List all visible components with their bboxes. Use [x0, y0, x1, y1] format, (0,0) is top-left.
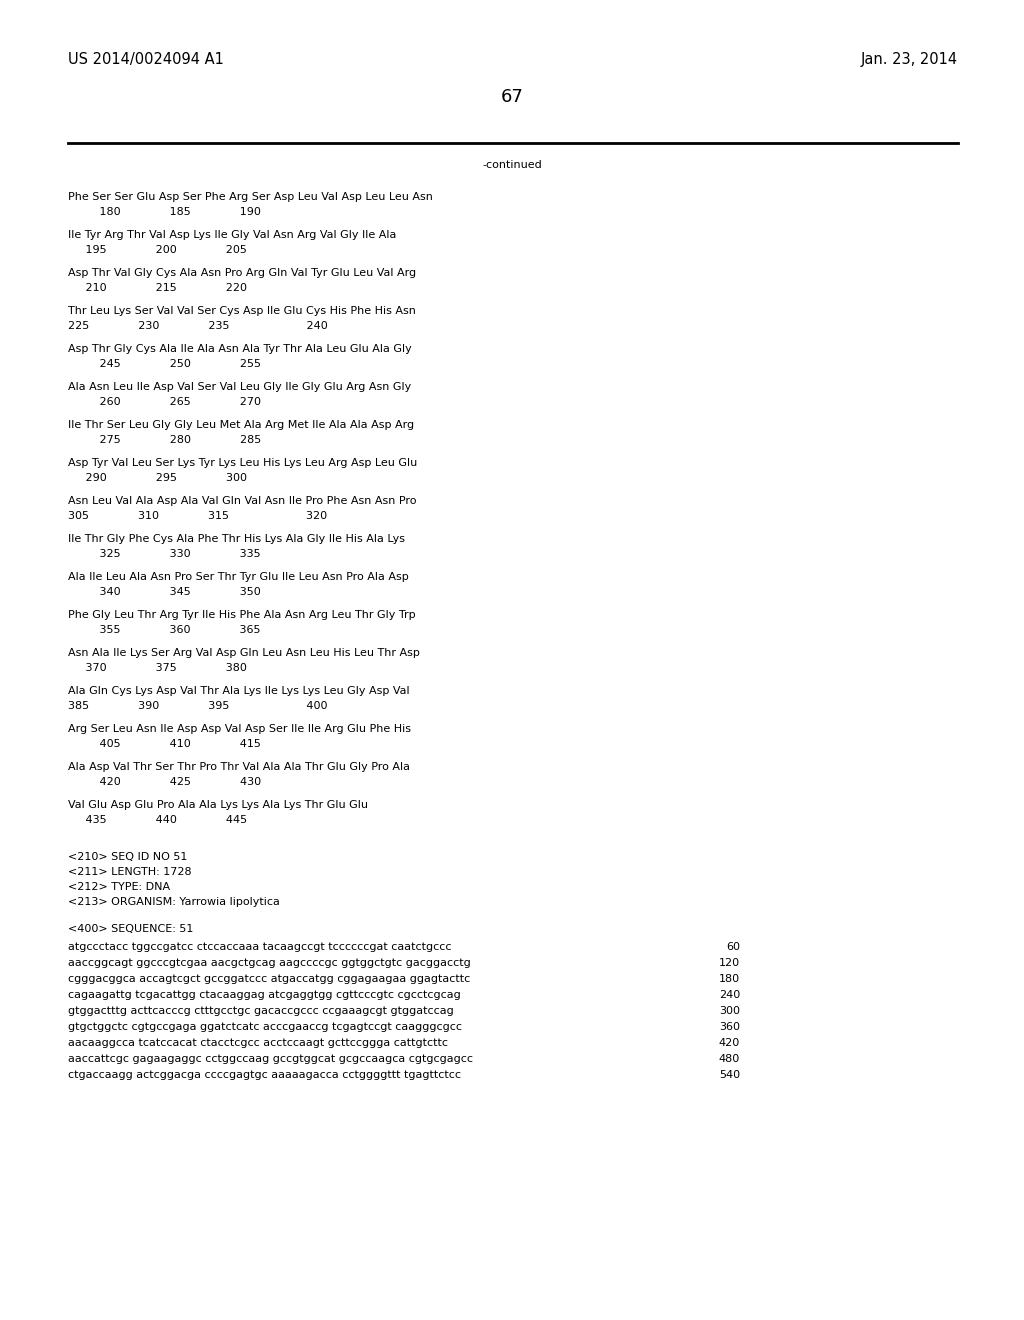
Text: US 2014/0024094 A1: US 2014/0024094 A1 [68, 51, 224, 67]
Text: -continued: -continued [482, 160, 542, 170]
Text: 225              230              235                      240: 225 230 235 240 [68, 321, 328, 331]
Text: cagaagattg tcgacattgg ctacaaggag atcgaggtgg cgttcccgtc cgcctcgcag: cagaagattg tcgacattgg ctacaaggag atcgagg… [68, 990, 461, 1001]
Text: 435              440              445: 435 440 445 [68, 814, 247, 825]
Text: Ile Tyr Arg Thr Val Asp Lys Ile Gly Val Asn Arg Val Gly Ile Ala: Ile Tyr Arg Thr Val Asp Lys Ile Gly Val … [68, 230, 396, 240]
Text: Phe Gly Leu Thr Arg Tyr Ile His Phe Ala Asn Arg Leu Thr Gly Trp: Phe Gly Leu Thr Arg Tyr Ile His Phe Ala … [68, 610, 416, 620]
Text: 210              215              220: 210 215 220 [68, 282, 247, 293]
Text: 540: 540 [719, 1071, 740, 1080]
Text: <210> SEQ ID NO 51: <210> SEQ ID NO 51 [68, 851, 187, 862]
Text: aaccattcgc gagaagaggc cctggccaag gccgtggcat gcgccaagca cgtgcgagcc: aaccattcgc gagaagaggc cctggccaag gccgtgg… [68, 1053, 473, 1064]
Text: 480: 480 [719, 1053, 740, 1064]
Text: Jan. 23, 2014: Jan. 23, 2014 [861, 51, 958, 67]
Text: Asp Tyr Val Leu Ser Lys Tyr Lys Leu His Lys Leu Arg Asp Leu Glu: Asp Tyr Val Leu Ser Lys Tyr Lys Leu His … [68, 458, 417, 469]
Text: <211> LENGTH: 1728: <211> LENGTH: 1728 [68, 867, 191, 876]
Text: gtggactttg acttcacccg ctttgcctgc gacaccgccc ccgaaagcgt gtggatccag: gtggactttg acttcacccg ctttgcctgc gacaccg… [68, 1006, 454, 1016]
Text: 195              200              205: 195 200 205 [68, 246, 247, 255]
Text: Ile Thr Ser Leu Gly Gly Leu Met Ala Arg Met Ile Ala Ala Asp Arg: Ile Thr Ser Leu Gly Gly Leu Met Ala Arg … [68, 420, 414, 430]
Text: Asn Leu Val Ala Asp Ala Val Gln Val Asn Ile Pro Phe Asn Asn Pro: Asn Leu Val Ala Asp Ala Val Gln Val Asn … [68, 496, 417, 506]
Text: 240: 240 [719, 990, 740, 1001]
Text: 67: 67 [501, 88, 523, 106]
Text: 305              310              315                      320: 305 310 315 320 [68, 511, 327, 521]
Text: 290              295              300: 290 295 300 [68, 473, 247, 483]
Text: <213> ORGANISM: Yarrowia lipolytica: <213> ORGANISM: Yarrowia lipolytica [68, 898, 280, 907]
Text: atgccctacc tggccgatcc ctccaccaaa tacaagccgt tccccccgat caatctgccc: atgccctacc tggccgatcc ctccaccaaa tacaagc… [68, 942, 452, 952]
Text: 340              345              350: 340 345 350 [68, 587, 261, 597]
Text: 370              375              380: 370 375 380 [68, 663, 247, 673]
Text: 385              390              395                      400: 385 390 395 400 [68, 701, 328, 711]
Text: gtgctggctc cgtgccgaga ggatctcatc acccgaaccg tcgagtccgt caagggcgcc: gtgctggctc cgtgccgaga ggatctcatc acccgaa… [68, 1022, 462, 1032]
Text: 260              265              270: 260 265 270 [68, 397, 261, 407]
Text: 180: 180 [719, 974, 740, 983]
Text: Ala Asp Val Thr Ser Thr Pro Thr Val Ala Ala Thr Glu Gly Pro Ala: Ala Asp Val Thr Ser Thr Pro Thr Val Ala … [68, 762, 410, 772]
Text: 120: 120 [719, 958, 740, 968]
Text: Asp Thr Val Gly Cys Ala Asn Pro Arg Gln Val Tyr Glu Leu Val Arg: Asp Thr Val Gly Cys Ala Asn Pro Arg Gln … [68, 268, 416, 279]
Text: 180              185              190: 180 185 190 [68, 207, 261, 216]
Text: Ile Thr Gly Phe Cys Ala Phe Thr His Lys Ala Gly Ile His Ala Lys: Ile Thr Gly Phe Cys Ala Phe Thr His Lys … [68, 535, 406, 544]
Text: aacaaggcca tcatccacat ctacctcgcc acctccaagt gcttccggga cattgtcttc: aacaaggcca tcatccacat ctacctcgcc acctcca… [68, 1038, 449, 1048]
Text: 355              360              365: 355 360 365 [68, 624, 260, 635]
Text: <212> TYPE: DNA: <212> TYPE: DNA [68, 882, 170, 892]
Text: 420: 420 [719, 1038, 740, 1048]
Text: 405              410              415: 405 410 415 [68, 739, 261, 748]
Text: ctgaccaagg actcggacga ccccgagtgc aaaaagacca cctggggttt tgagttctcc: ctgaccaagg actcggacga ccccgagtgc aaaaaga… [68, 1071, 461, 1080]
Text: 275              280              285: 275 280 285 [68, 436, 261, 445]
Text: 300: 300 [719, 1006, 740, 1016]
Text: <400> SEQUENCE: 51: <400> SEQUENCE: 51 [68, 924, 194, 935]
Text: 245              250              255: 245 250 255 [68, 359, 261, 370]
Text: 420              425              430: 420 425 430 [68, 777, 261, 787]
Text: Ala Asn Leu Ile Asp Val Ser Val Leu Gly Ile Gly Glu Arg Asn Gly: Ala Asn Leu Ile Asp Val Ser Val Leu Gly … [68, 381, 412, 392]
Text: Thr Leu Lys Ser Val Val Ser Cys Asp Ile Glu Cys His Phe His Asn: Thr Leu Lys Ser Val Val Ser Cys Asp Ile … [68, 306, 416, 315]
Text: 60: 60 [726, 942, 740, 952]
Text: Val Glu Asp Glu Pro Ala Ala Lys Lys Ala Lys Thr Glu Glu: Val Glu Asp Glu Pro Ala Ala Lys Lys Ala … [68, 800, 368, 810]
Text: Ala Ile Leu Ala Asn Pro Ser Thr Tyr Glu Ile Leu Asn Pro Ala Asp: Ala Ile Leu Ala Asn Pro Ser Thr Tyr Glu … [68, 572, 409, 582]
Text: Asn Ala Ile Lys Ser Arg Val Asp Gln Leu Asn Leu His Leu Thr Asp: Asn Ala Ile Lys Ser Arg Val Asp Gln Leu … [68, 648, 420, 657]
Text: Phe Ser Ser Glu Asp Ser Phe Arg Ser Asp Leu Val Asp Leu Leu Asn: Phe Ser Ser Glu Asp Ser Phe Arg Ser Asp … [68, 191, 433, 202]
Text: Ala Gln Cys Lys Asp Val Thr Ala Lys Ile Lys Lys Leu Gly Asp Val: Ala Gln Cys Lys Asp Val Thr Ala Lys Ile … [68, 686, 410, 696]
Text: 360: 360 [719, 1022, 740, 1032]
Text: aaccggcagt ggcccgtcgaa aacgctgcag aagccccgc ggtggctgtc gacggacctg: aaccggcagt ggcccgtcgaa aacgctgcag aagccc… [68, 958, 471, 968]
Text: cgggacggca accagtcgct gccggatccc atgaccatgg cggagaagaa ggagtacttc: cgggacggca accagtcgct gccggatccc atgacca… [68, 974, 470, 983]
Text: 325              330              335: 325 330 335 [68, 549, 261, 558]
Text: Arg Ser Leu Asn Ile Asp Asp Val Asp Ser Ile Ile Arg Glu Phe His: Arg Ser Leu Asn Ile Asp Asp Val Asp Ser … [68, 723, 411, 734]
Text: Asp Thr Gly Cys Ala Ile Ala Asn Ala Tyr Thr Ala Leu Glu Ala Gly: Asp Thr Gly Cys Ala Ile Ala Asn Ala Tyr … [68, 345, 412, 354]
